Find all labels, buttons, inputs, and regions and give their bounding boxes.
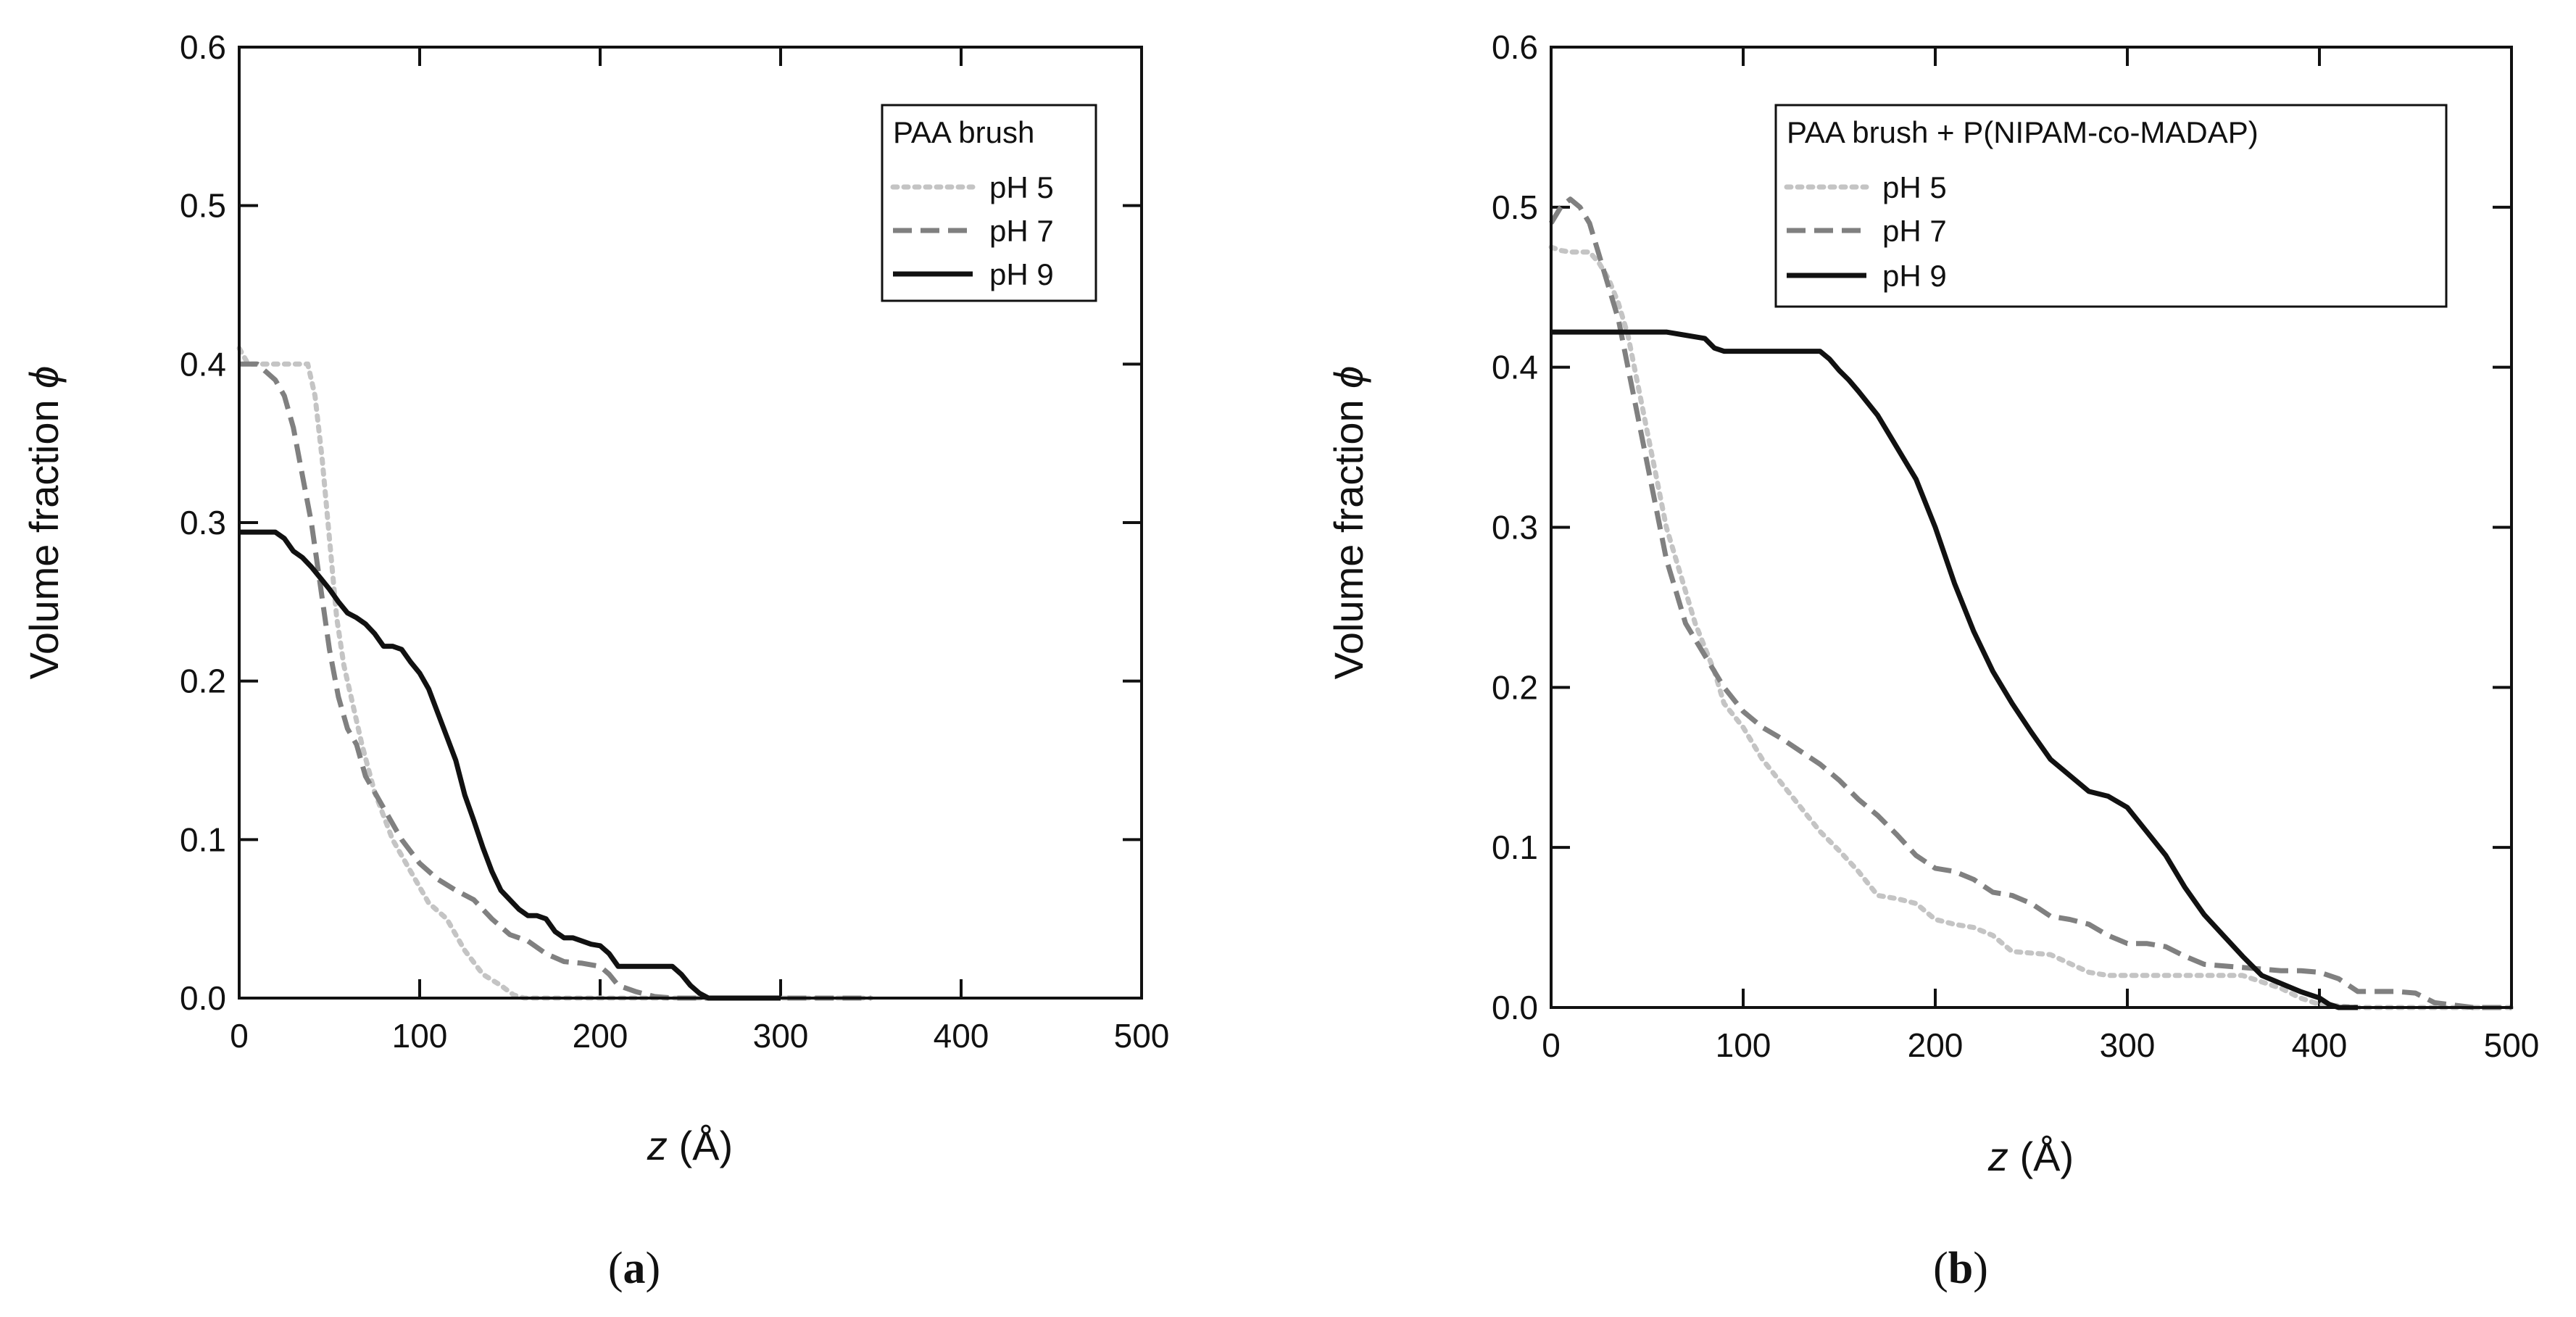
legend-label: pH 9 [1882,259,1947,293]
x-tick-label: 300 [2100,1026,2156,1064]
y-axis-label-text: Volume fraction [21,389,67,680]
series-line-ph-5 [1548,244,2514,1010]
panel-label-letter: a [623,1244,646,1293]
x-tick-label: 300 [753,1017,809,1055]
y-tick-label: 0.3 [180,504,226,541]
x-tick-label: 400 [2292,1026,2348,1064]
panel-a: 0 100 200 300 400 500 0.0 0.1 0.2 0.3 0.4 0.5 0.6 PA… [21,28,1169,1293]
y-tick-label: 0.1 [180,820,226,858]
y-tick-label: 0.1 [1492,828,1538,866]
panel-label: (b) [1933,1244,1988,1293]
panel-label: (a) [608,1244,660,1293]
panel-b-legend: PAA brush + P(NIPAM-co-MADAP) pH 5 pH 7 … [1774,104,2448,308]
legend-label: pH 5 [1882,170,1947,204]
y-tick-label: 0.2 [180,662,226,700]
y-tick-label: 0.6 [1492,28,1538,66]
x-axis-label-var: z [647,1123,668,1168]
x-axis-label: z (Å) [1987,1134,2074,1179]
panel-b: 0 100 200 300 400 500 0.0 0.1 0.2 0.3 0.4 0.5 0.6 PA… [1326,28,2539,1293]
y-axis-label-text: Volume fraction [1326,389,1371,680]
y-axis-label-symbol: ϕ [1326,366,1371,389]
series-line-ph-7 [1549,196,2511,1010]
panel-a-series [236,346,873,1001]
x-axis-label-unit: (Å) [2008,1134,2074,1179]
panel-label-open: ( [1933,1244,1948,1293]
legend-label: pH 7 [1882,214,1947,248]
x-tick-label: 500 [1114,1017,1170,1055]
x-tick-label: 400 [934,1017,989,1055]
y-tick-label: 0.0 [1492,989,1538,1026]
y-tick-label: 0.5 [1492,188,1538,226]
series-line-ph-7 [239,361,871,1001]
legend-label: pH 9 [989,257,1054,291]
panel-b-series [1548,196,2514,1010]
panel-label-close: ) [1973,1244,1988,1293]
y-tick-label: 0.5 [180,187,226,225]
y-tick-label: 0.4 [180,345,226,383]
x-tick-label: 500 [2484,1026,2540,1064]
x-tick-label: 0 [230,1017,249,1055]
x-tick-label: 100 [392,1017,448,1055]
x-axis-label-var: z [1987,1134,2008,1179]
panel-label-open: ( [608,1244,623,1293]
panel-a-plot-frame [238,46,1143,1000]
series-line-ph-9 [1551,329,2358,1010]
x-tick-label: 0 [1542,1026,1561,1064]
y-tick-label: 0.0 [180,979,226,1017]
legend-box [881,104,1097,302]
panel-b-tick-labels: 0 100 200 300 400 500 0.0 0.1 0.2 0.3 0.4 0.5 0.6 [1492,28,2539,1064]
x-tick-label: 200 [573,1017,628,1055]
panel-b-plot-frame [1550,46,2513,1009]
y-tick-label: 0.3 [1492,509,1538,547]
y-axis-label: Volume fraction ϕ [21,366,67,680]
panel-label-letter: b [1948,1244,1973,1293]
x-axis-label-unit: (Å) [668,1123,733,1168]
y-tick-label: 0.2 [1492,668,1538,706]
x-tick-label: 100 [1716,1026,1771,1064]
y-tick-label: 0.6 [180,28,226,66]
x-tick-label: 200 [1908,1026,1964,1064]
panel-label-close: ) [646,1244,661,1293]
legend-title: PAA brush + P(NIPAM-co-MADAP) [1787,115,2259,149]
panel-a-legend: PAA brush pH 5 pH 7 pH 9 [881,104,1097,302]
y-tick-label: 0.4 [1492,349,1538,386]
y-axis-label-symbol: ϕ [21,366,67,389]
legend-label: pH 7 [989,214,1054,248]
panel-a-tick-labels: 0 100 200 300 400 500 0.0 0.1 0.2 0.3 0.4 0.5 0.6 [180,28,1169,1055]
legend-box [1774,104,2448,308]
series-line-ph-9 [239,529,781,1001]
y-axis-label: Volume fraction ϕ [1326,366,1371,680]
legend-label: pH 5 [989,170,1054,204]
legend-title: PAA brush [893,115,1034,149]
x-axis-label: z (Å) [647,1123,733,1168]
